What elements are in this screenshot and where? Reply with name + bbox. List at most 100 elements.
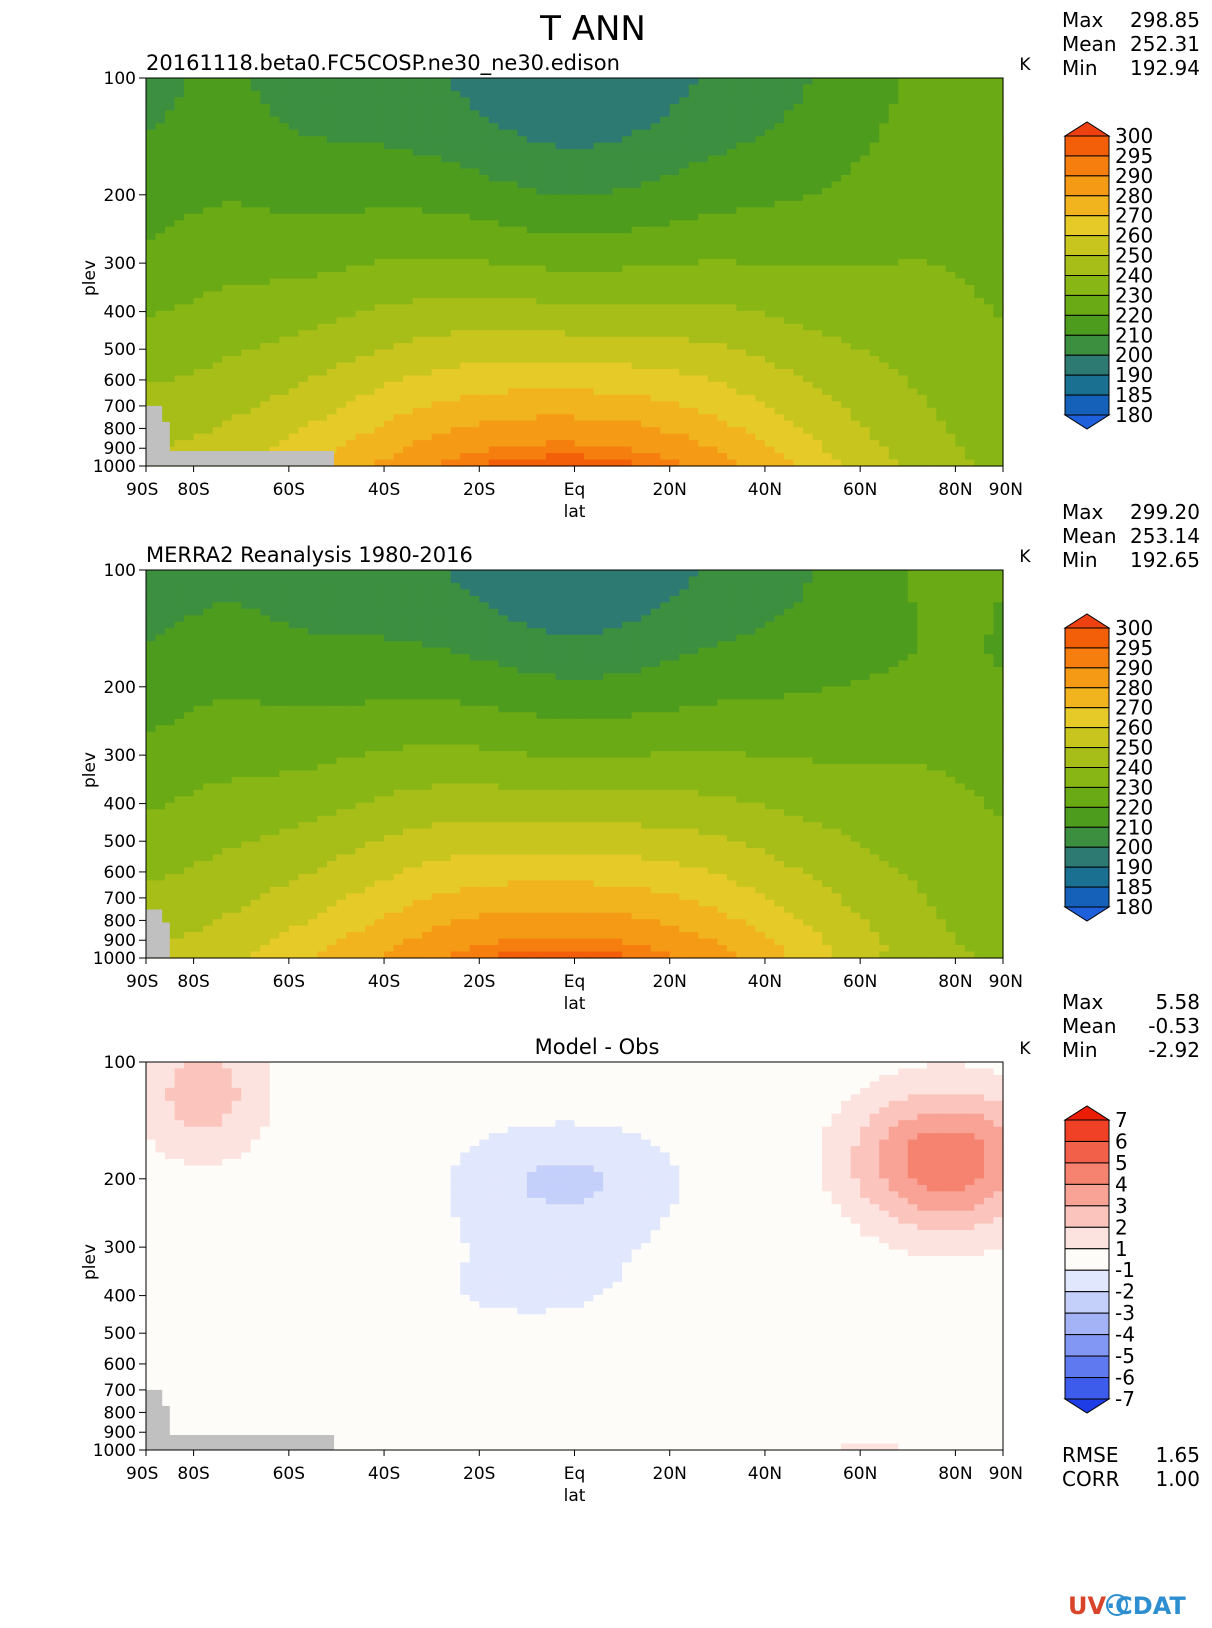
field-cell <box>412 90 423 98</box>
field-cell <box>365 343 376 351</box>
field-cell <box>498 155 509 163</box>
field-cell <box>669 265 680 273</box>
field-cell <box>898 84 909 92</box>
field-cell <box>393 284 404 292</box>
field-cell <box>564 90 576 98</box>
field-cell <box>879 278 890 286</box>
field-cell <box>165 381 176 389</box>
field-cell <box>860 356 871 364</box>
field-cell <box>631 97 642 105</box>
field-cell <box>307 155 318 163</box>
field-cell <box>222 349 233 357</box>
field-cell <box>317 317 328 325</box>
field-cell <box>498 433 509 441</box>
field-cell <box>507 187 518 195</box>
field-cell <box>669 349 680 357</box>
field-cell <box>155 97 166 105</box>
field-cell <box>165 414 176 422</box>
field-cell <box>441 84 452 92</box>
field-cell <box>622 149 633 157</box>
field-cell <box>860 427 871 435</box>
field-cell <box>917 246 928 254</box>
field-cell <box>993 116 1004 124</box>
field-cell <box>326 356 338 364</box>
field-cell <box>222 336 233 344</box>
field-cell <box>612 213 623 221</box>
field-cell <box>945 90 956 98</box>
field-cell <box>660 97 671 105</box>
field-cell <box>460 362 471 370</box>
field-cell <box>222 136 233 144</box>
field-cell <box>193 330 204 338</box>
field-cell <box>841 265 852 273</box>
field-cell <box>441 330 452 338</box>
field-cell <box>603 103 614 111</box>
field-cell <box>955 136 966 144</box>
field-cell <box>955 187 966 195</box>
field-cell <box>384 213 395 221</box>
field-cell <box>879 330 890 338</box>
field-cell <box>146 310 157 318</box>
field-cell <box>707 414 718 422</box>
field-cell <box>564 116 576 124</box>
field-cell <box>203 356 214 364</box>
field-cell <box>641 272 652 280</box>
field-cell <box>317 149 328 157</box>
field-cell <box>403 433 414 441</box>
field-cell <box>241 369 252 377</box>
field-cell <box>507 414 518 422</box>
field-cell <box>917 155 928 163</box>
field-cell <box>783 381 795 389</box>
field-cell <box>507 84 518 92</box>
field-cell <box>193 323 204 331</box>
field-cell <box>545 90 557 98</box>
field-cell <box>926 207 937 215</box>
field-cell <box>764 401 776 409</box>
field-cell <box>212 142 223 150</box>
field-cell <box>146 181 157 189</box>
field-cell <box>279 181 290 189</box>
field-cell <box>479 149 490 157</box>
field-cell <box>755 310 766 318</box>
field-cell <box>841 226 852 234</box>
field-cell <box>869 414 880 422</box>
field-cell <box>669 129 680 137</box>
field-cell <box>812 323 823 331</box>
field-cell <box>174 336 185 344</box>
field-cell <box>165 356 176 364</box>
field-cell <box>783 149 795 157</box>
field-cell <box>679 90 690 98</box>
field-cell <box>660 207 671 215</box>
field-cell <box>860 272 871 280</box>
field-cell <box>422 291 433 299</box>
field-cell <box>222 278 233 286</box>
field-cell <box>926 181 937 189</box>
field-cell <box>831 297 842 305</box>
field-cell <box>203 336 214 344</box>
field-cell <box>850 226 861 234</box>
field-cell <box>564 239 576 247</box>
field-cell <box>365 84 376 92</box>
field-cell <box>498 407 509 415</box>
field-cell <box>879 142 890 150</box>
field-cell <box>745 414 757 422</box>
field-cell <box>612 336 623 344</box>
field-cell <box>993 207 1004 215</box>
field-cell <box>450 317 461 325</box>
field-cell <box>536 168 547 176</box>
field-cell <box>631 142 642 150</box>
field-cell <box>498 213 509 221</box>
field-cell <box>203 272 214 280</box>
field-cell <box>688 310 699 318</box>
field-cell <box>584 78 595 86</box>
field-cell <box>498 343 509 351</box>
field-cell <box>974 420 985 428</box>
field-cell <box>184 194 195 202</box>
field-cell <box>964 259 976 267</box>
field-cell <box>612 356 623 364</box>
field-cell <box>355 323 366 331</box>
field-cell <box>555 401 566 409</box>
field-cell <box>841 142 852 150</box>
field-cell <box>165 297 176 305</box>
field-cell <box>603 97 614 105</box>
